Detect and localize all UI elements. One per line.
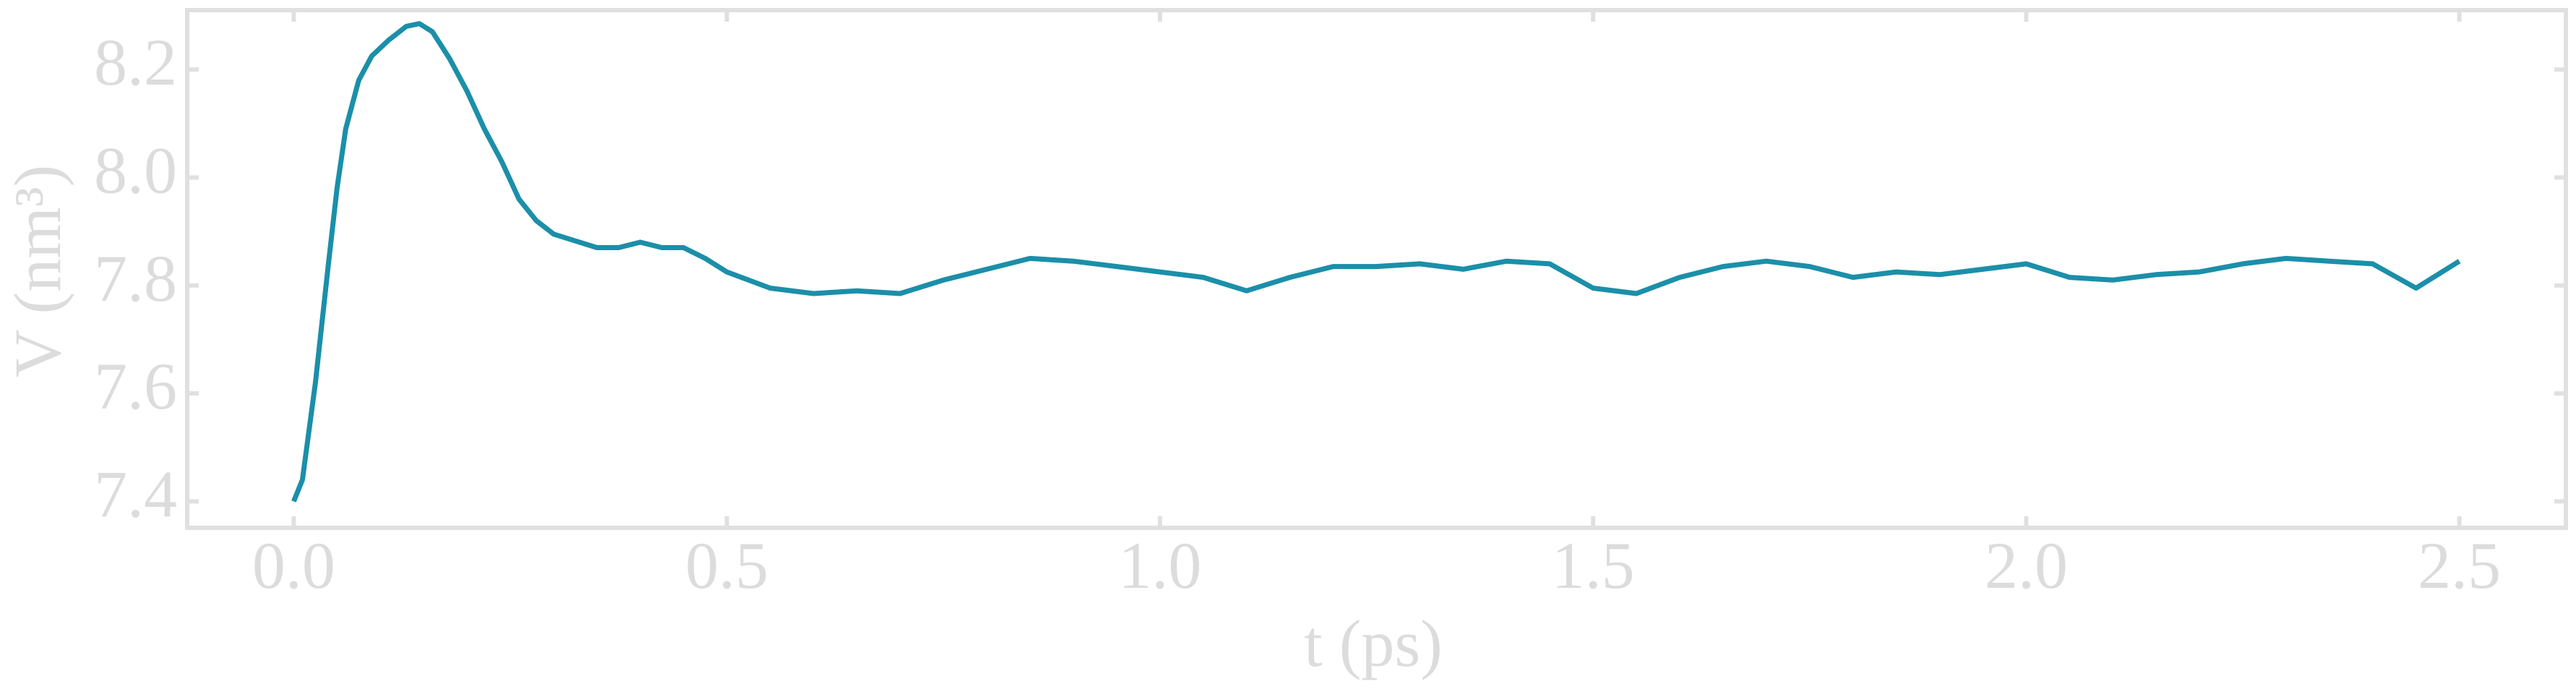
x-tick-label: 2.0 — [1985, 529, 2068, 602]
x-tick-label: 0.0 — [252, 529, 335, 602]
x-tick-label: 1.5 — [1552, 529, 1635, 602]
x-tick-label: 0.5 — [685, 529, 768, 602]
data-line — [291, 21, 2461, 503]
y-tick-label: 8.0 — [94, 134, 177, 208]
y-tick-label: 8.2 — [94, 25, 177, 99]
y-tick-label: 7.6 — [94, 349, 177, 423]
x-tick-label: 2.5 — [2418, 529, 2501, 602]
x-tick-label: 1.0 — [1118, 529, 1201, 602]
y-tick-label: 7.4 — [94, 458, 177, 531]
y-axis-label: V (nm³) — [1, 165, 74, 377]
y-tick-label: 7.8 — [94, 241, 177, 315]
plot-frame — [185, 8, 2568, 530]
x-axis-label: t (ps) — [1304, 607, 1443, 680]
